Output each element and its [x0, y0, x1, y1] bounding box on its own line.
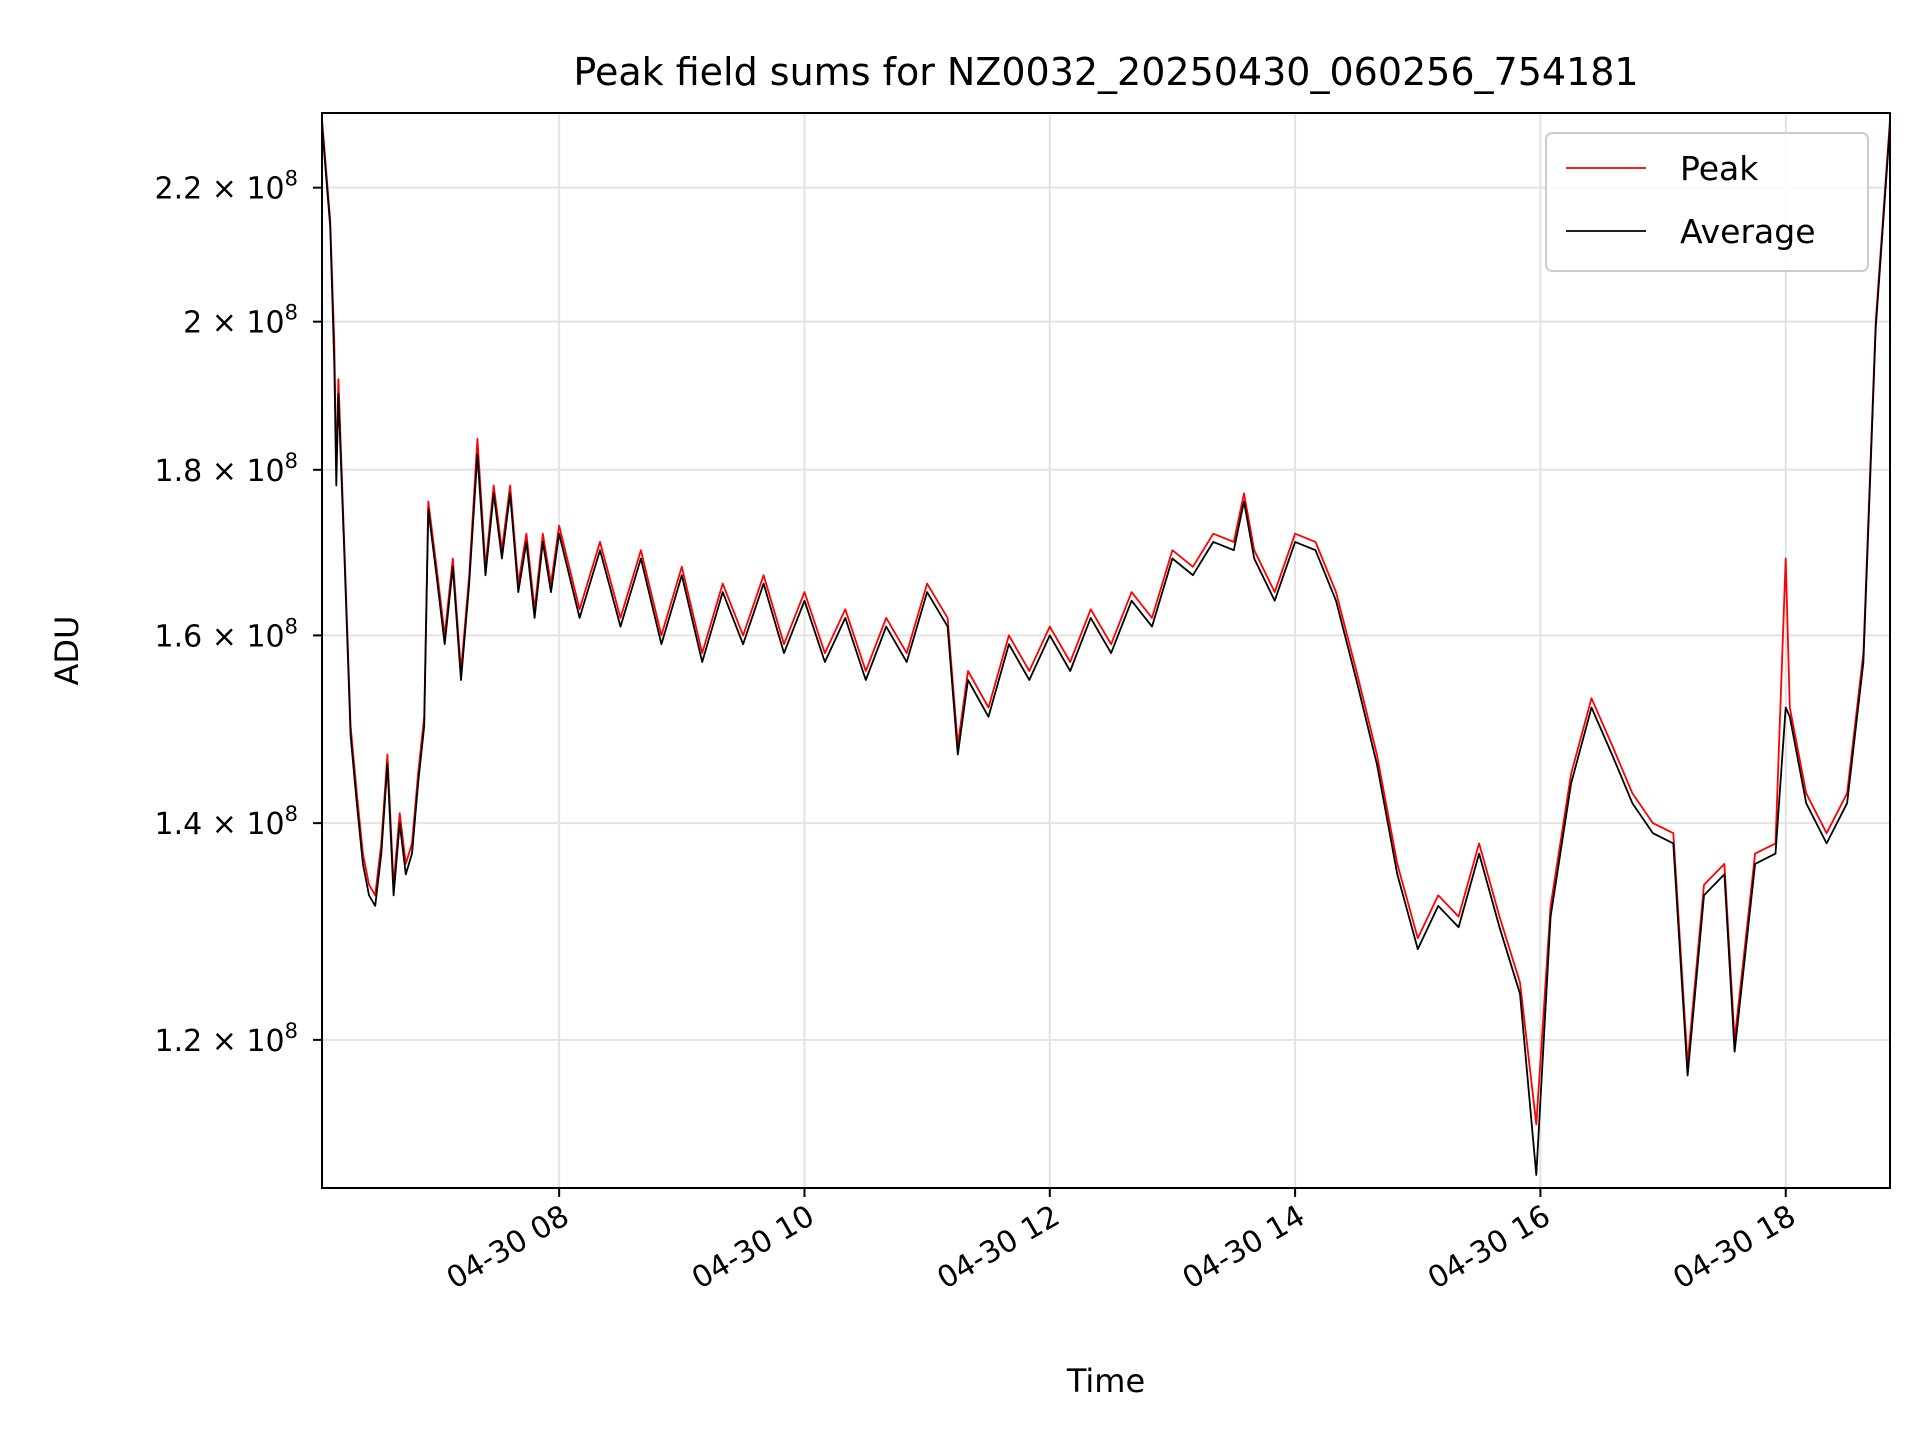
y-tick-label: 1.8 × 108 [155, 449, 298, 489]
y-tick-label: 1.6 × 108 [155, 614, 298, 654]
plot-frame [321, 112, 1891, 1189]
legend-label-peak: Peak [1680, 149, 1759, 188]
legend-label-average: Average [1680, 212, 1816, 251]
series-line-peak [321, 119, 1891, 1126]
chart-title: Peak field sums for NZ0032_20250430_0602… [573, 50, 1638, 94]
y-tick-label: 1.2 × 108 [155, 1019, 298, 1059]
y-tick-label: 1.4 × 108 [155, 802, 298, 842]
y-axis-label: ADU [48, 616, 86, 686]
legend: Peak Average [1545, 132, 1869, 272]
series-layer [321, 119, 1891, 1176]
series-line-average [321, 125, 1891, 1176]
y-tick-label: 2.2 × 108 [155, 167, 298, 207]
x-axis-label: Time [1066, 1362, 1145, 1400]
y-tick-label: 2 × 108 [183, 301, 298, 341]
